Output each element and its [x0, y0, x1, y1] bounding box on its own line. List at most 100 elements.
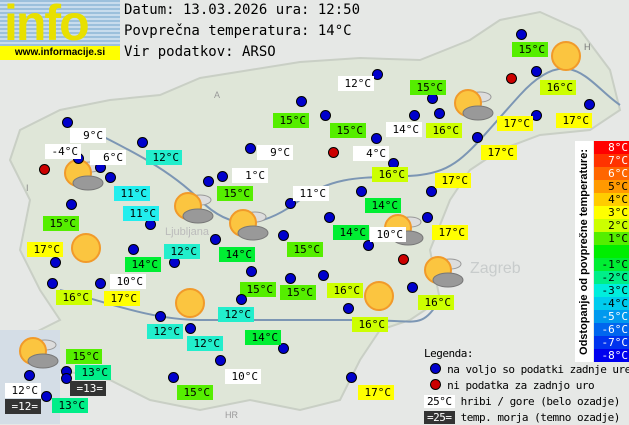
station-dot[interactable]: [285, 198, 296, 209]
station-temperature[interactable]: 12°C: [164, 244, 200, 259]
station-temperature[interactable]: 16°C: [418, 295, 454, 310]
missing-station-dot[interactable]: [506, 73, 517, 84]
station-dot[interactable]: [346, 372, 357, 383]
station-dot[interactable]: [47, 278, 58, 289]
station-temperature[interactable]: 11°C: [293, 186, 329, 201]
station-dot[interactable]: [320, 110, 331, 121]
station-temperature[interactable]: 17°C: [556, 113, 592, 128]
station-temperature[interactable]: 17°C: [104, 291, 140, 306]
station-temperature[interactable]: 16°C: [426, 123, 462, 138]
station-temperature[interactable]: 1°C: [232, 168, 268, 183]
station-dot[interactable]: [50, 257, 61, 268]
station-dot[interactable]: [363, 240, 374, 251]
station-temperature[interactable]: 14°C: [245, 330, 281, 345]
station-dot[interactable]: [531, 110, 542, 121]
station-temperature[interactable]: 12°C: [5, 383, 41, 398]
station-temperature[interactable]: 14°C: [125, 257, 161, 272]
station-dot[interactable]: [371, 133, 382, 144]
station-temperature[interactable]: 15°C: [177, 385, 213, 400]
station-dot[interactable]: [318, 270, 329, 281]
station-temperature[interactable]: 15°C: [280, 285, 316, 300]
station-dot[interactable]: [407, 282, 418, 293]
station-dot[interactable]: [372, 69, 383, 80]
station-temperature[interactable]: 14°C: [333, 225, 369, 240]
station-dot[interactable]: [236, 294, 247, 305]
station-dot[interactable]: [215, 355, 226, 366]
station-dot[interactable]: [168, 372, 179, 383]
station-temperature[interactable]: 4°C: [353, 146, 389, 161]
station-temperature[interactable]: 15°C: [217, 186, 253, 201]
missing-station-dot[interactable]: [39, 164, 50, 175]
station-dot[interactable]: [128, 244, 139, 255]
station-temperature[interactable]: 13°C: [75, 365, 111, 380]
station-temperature[interactable]: 17°C: [358, 385, 394, 400]
station-temperature[interactable]: 6°C: [90, 150, 126, 165]
station-temperature[interactable]: 9°C: [70, 128, 106, 143]
logo-url[interactable]: www.informacije.si: [0, 46, 120, 60]
station-temperature[interactable]: 16°C: [540, 80, 576, 95]
station-dot[interactable]: [41, 391, 52, 402]
station-temperature[interactable]: 15°C: [330, 123, 366, 138]
station-dot[interactable]: [584, 99, 595, 110]
station-dot[interactable]: [296, 96, 307, 107]
station-temperature[interactable]: 15°C: [287, 242, 323, 257]
missing-station-dot[interactable]: [328, 147, 339, 158]
station-temperature[interactable]: 16°C: [327, 283, 363, 298]
station-temperature[interactable]: =12=: [5, 399, 41, 414]
station-dot[interactable]: [409, 110, 420, 121]
station-temperature[interactable]: 9°C: [257, 145, 293, 160]
logo[interactable]: info www.informacije.si: [0, 0, 120, 60]
station-temperature[interactable]: 12°C: [147, 324, 183, 339]
station-dot[interactable]: [531, 66, 542, 77]
station-temperature[interactable]: 12°C: [338, 76, 374, 91]
station-temperature[interactable]: 14°C: [219, 247, 255, 262]
station-dot[interactable]: [62, 117, 73, 128]
station-temperature[interactable]: 15°C: [66, 349, 102, 364]
station-temperature[interactable]: 17°C: [27, 242, 63, 257]
station-temperature[interactable]: 11°C: [114, 186, 150, 201]
station-temperature[interactable]: 10°C: [370, 227, 406, 242]
station-dot[interactable]: [285, 273, 296, 284]
station-temperature[interactable]: 15°C: [43, 216, 79, 231]
station-dot[interactable]: [203, 176, 214, 187]
station-dot[interactable]: [516, 29, 527, 40]
station-dot[interactable]: [210, 234, 221, 245]
station-dot[interactable]: [137, 137, 148, 148]
station-temperature[interactable]: 15°C: [240, 282, 276, 297]
station-temperature[interactable]: 12°C: [146, 150, 182, 165]
station-dot[interactable]: [356, 186, 367, 197]
station-temperature[interactable]: 16°C: [56, 290, 92, 305]
station-dot[interactable]: [217, 171, 228, 182]
station-temperature[interactable]: 17°C: [435, 173, 471, 188]
station-temperature[interactable]: 12°C: [187, 336, 223, 351]
station-dot[interactable]: [24, 370, 35, 381]
station-temperature[interactable]: 13°C: [52, 398, 88, 413]
station-dot[interactable]: [105, 172, 116, 183]
station-dot[interactable]: [61, 373, 72, 384]
station-temperature[interactable]: 10°C: [110, 274, 146, 289]
station-dot[interactable]: [472, 132, 483, 143]
station-temperature[interactable]: 15°C: [512, 42, 548, 57]
station-dot[interactable]: [426, 186, 437, 197]
station-dot[interactable]: [343, 303, 354, 314]
station-dot[interactable]: [245, 143, 256, 154]
station-temperature[interactable]: 12°C: [218, 307, 254, 322]
station-dot[interactable]: [422, 212, 433, 223]
station-temperature[interactable]: -4°C: [45, 144, 81, 159]
station-dot[interactable]: [324, 212, 335, 223]
station-dot[interactable]: [278, 230, 289, 241]
station-dot[interactable]: [434, 108, 445, 119]
missing-station-dot[interactable]: [398, 254, 409, 265]
station-temperature[interactable]: 14°C: [386, 122, 422, 137]
station-temperature[interactable]: =13=: [70, 381, 106, 396]
station-dot[interactable]: [246, 266, 257, 277]
station-dot[interactable]: [155, 311, 166, 322]
station-temperature[interactable]: 16°C: [352, 317, 388, 332]
station-dot[interactable]: [185, 323, 196, 334]
station-temperature[interactable]: 16°C: [372, 167, 408, 182]
station-temperature[interactable]: 17°C: [497, 116, 533, 131]
station-temperature[interactable]: 14°C: [365, 198, 401, 213]
station-temperature[interactable]: 10°C: [225, 369, 261, 384]
station-temperature[interactable]: 17°C: [481, 145, 517, 160]
station-dot[interactable]: [95, 278, 106, 289]
